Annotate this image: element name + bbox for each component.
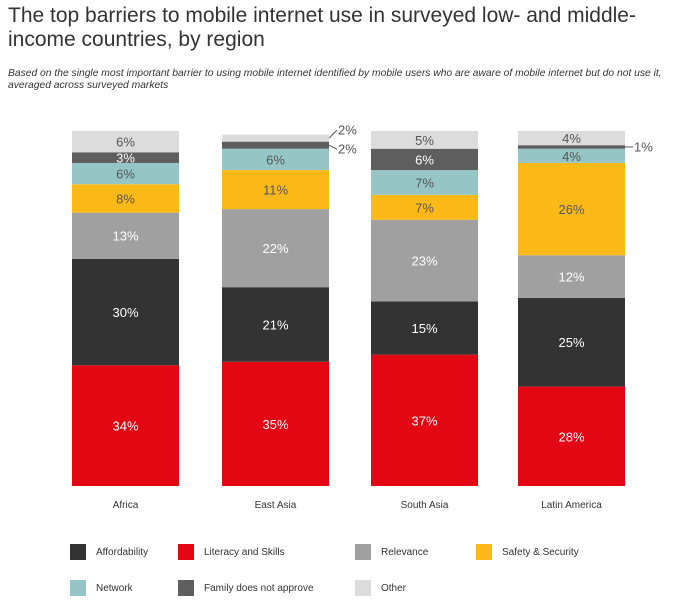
label-leader-line	[328, 144, 338, 150]
legend-label: Literacy and Skills	[204, 546, 285, 558]
legend-swatch	[70, 580, 86, 596]
chart-title: The top barriers to mobile internet use …	[8, 4, 636, 51]
legend-swatch	[355, 544, 371, 560]
legend-item: Literacy and Skills	[178, 544, 285, 560]
bar-segment-network	[72, 162, 179, 185]
data-label: 8%	[116, 191, 135, 206]
bar-segment-safety-security	[72, 184, 179, 213]
bar-segment-other	[518, 131, 625, 146]
data-label: 21%	[262, 317, 288, 332]
bar-segment-affordability	[222, 287, 329, 362]
legend-label: Network	[96, 582, 133, 594]
data-label: 25%	[558, 335, 584, 350]
chart-subtitle: Based on the single most important barri…	[8, 68, 662, 91]
legend-swatch	[178, 580, 194, 596]
data-label: 7%	[415, 200, 434, 215]
data-label: 26%	[558, 202, 584, 217]
data-label: 13%	[112, 229, 138, 244]
legend-swatch	[70, 544, 86, 560]
data-label: 6%	[116, 167, 135, 182]
data-label: 23%	[411, 254, 437, 269]
data-label: 3%	[116, 151, 135, 166]
bar-segment-relevance	[518, 255, 625, 298]
bar-segment-family-does-not-approve	[72, 152, 179, 163]
bar-segment-relevance	[72, 212, 179, 259]
category-label: Africa	[113, 500, 139, 511]
legend-label: Safety & Security	[502, 546, 579, 558]
bar-segment-other	[371, 131, 478, 149]
data-label: 4%	[562, 149, 581, 164]
bar-segment-other	[222, 134, 329, 142]
bar-segment-affordability	[371, 301, 478, 355]
data-label: 28%	[558, 429, 584, 444]
data-label: 5%	[415, 133, 434, 148]
bar-segment-other	[72, 131, 179, 153]
bar-segment-family-does-not-approve	[371, 148, 478, 171]
legend-label: Other	[381, 582, 407, 594]
bar-segment-network	[371, 170, 478, 195]
data-label: 15%	[411, 321, 437, 336]
bar-segment-safety-security	[222, 170, 329, 210]
data-label: 37%	[411, 413, 437, 428]
data-label: 1%	[634, 139, 653, 154]
legend-label: Relevance	[381, 546, 429, 558]
category-label: Latin America	[541, 500, 602, 511]
data-label: 11%	[263, 183, 288, 198]
bar-segment-safety-security	[371, 194, 478, 220]
legend-item: Family does not approve	[178, 580, 314, 596]
data-label: 4%	[562, 131, 581, 146]
label-leader-line	[328, 129, 338, 139]
bar-segment-network	[518, 148, 625, 163]
data-label: 22%	[262, 241, 288, 256]
category-label: South Asia	[401, 500, 449, 511]
bar-segment-literacy-and-skills	[518, 386, 625, 486]
bar-segment-relevance	[222, 209, 329, 288]
data-label: 6%	[116, 135, 135, 150]
bar-segment-safety-security	[518, 162, 625, 256]
data-label: 12%	[558, 270, 584, 285]
legend-label: Family does not approve	[204, 582, 314, 594]
bar-segment-affordability	[72, 258, 179, 366]
legend-item: Network	[70, 580, 133, 596]
data-label: 35%	[262, 417, 288, 432]
legend-item: Safety & Security	[476, 544, 579, 560]
bar-segment-family-does-not-approve	[222, 141, 329, 149]
legend-item: Affordability	[70, 544, 148, 560]
legend-swatch	[178, 544, 194, 560]
data-label: 30%	[112, 305, 138, 320]
legend-swatch	[476, 544, 492, 560]
data-label: 34%	[112, 419, 138, 434]
legend-item: Relevance	[355, 544, 428, 560]
data-label: 2%	[338, 142, 357, 157]
data-label: 2%	[338, 123, 357, 138]
bar-segment-relevance	[371, 219, 478, 302]
data-label: 7%	[415, 175, 434, 190]
data-label: 6%	[266, 152, 285, 167]
legend-item: Other	[355, 580, 406, 596]
bar-segment-literacy-and-skills	[371, 354, 478, 486]
legend-label: Affordability	[96, 546, 149, 558]
bar-segment-network	[222, 148, 329, 171]
bar-segment-family-does-not-approve	[518, 145, 625, 149]
legend-swatch	[355, 580, 371, 596]
bar-segment-literacy-and-skills	[222, 361, 329, 486]
data-label: 6%	[415, 152, 434, 167]
bar-segment-affordability	[518, 297, 625, 387]
category-label: East Asia	[255, 500, 297, 511]
bar-segment-literacy-and-skills	[72, 365, 179, 486]
